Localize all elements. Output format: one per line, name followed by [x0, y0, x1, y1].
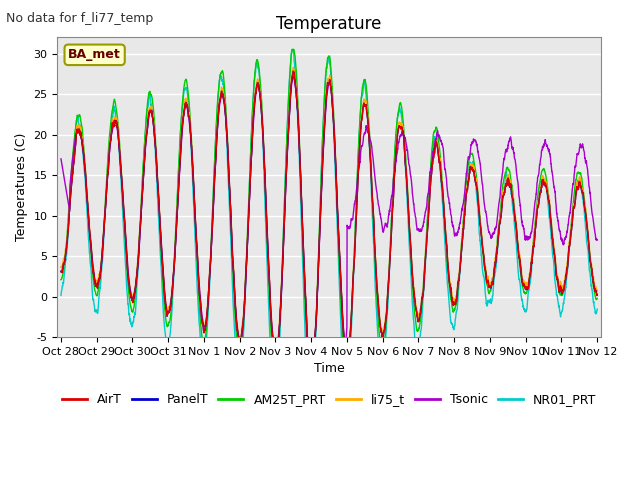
- Line: PanelT: PanelT: [61, 72, 597, 341]
- li75_t: [150, 121, 158, 127]
- Tsonic: [118, 182, 126, 188]
- AirT: [118, 183, 126, 189]
- AirT: [525, 276, 533, 282]
- Tsonic: [150, 127, 158, 132]
- AirT: [583, 224, 591, 230]
- Tsonic: [269, 338, 277, 344]
- Tsonic: [57, 156, 65, 162]
- AirT: [263, 224, 271, 229]
- PanelT: [286, 99, 294, 105]
- PanelT: [118, 182, 126, 188]
- NR01_PRT: [593, 306, 601, 312]
- AM25T_PRT: [150, 112, 158, 118]
- PanelT: [593, 292, 601, 298]
- li75_t: [269, 338, 277, 344]
- AM25T_PRT: [286, 69, 294, 74]
- Line: AM25T_PRT: AM25T_PRT: [61, 49, 597, 341]
- Line: NR01_PRT: NR01_PRT: [61, 49, 597, 341]
- AirT: [236, 338, 243, 344]
- AM25T_PRT: [118, 184, 126, 190]
- li75_t: [593, 288, 601, 294]
- li75_t: [289, 64, 297, 70]
- li75_t: [263, 216, 271, 221]
- li75_t: [118, 179, 126, 185]
- PanelT: [289, 69, 297, 74]
- PanelT: [525, 276, 533, 282]
- AM25T_PRT: [583, 223, 591, 228]
- AM25T_PRT: [289, 47, 296, 52]
- AM25T_PRT: [263, 228, 271, 234]
- NR01_PRT: [163, 338, 170, 344]
- li75_t: [583, 219, 591, 225]
- NR01_PRT: [150, 130, 158, 135]
- NR01_PRT: [288, 47, 296, 52]
- NR01_PRT: [583, 241, 591, 247]
- NR01_PRT: [286, 67, 294, 73]
- AirT: [57, 269, 65, 275]
- Line: li75_t: li75_t: [61, 67, 597, 341]
- Text: BA_met: BA_met: [68, 48, 121, 61]
- Legend: AirT, PanelT, AM25T_PRT, li75_t, Tsonic, NR01_PRT: AirT, PanelT, AM25T_PRT, li75_t, Tsonic,…: [57, 388, 602, 411]
- PanelT: [57, 269, 65, 275]
- PanelT: [583, 224, 591, 230]
- Line: Tsonic: Tsonic: [61, 77, 597, 341]
- PanelT: [150, 125, 158, 131]
- Tsonic: [263, 214, 271, 220]
- PanelT: [236, 338, 243, 344]
- X-axis label: Time: Time: [314, 362, 344, 375]
- Tsonic: [593, 237, 601, 243]
- AM25T_PRT: [593, 295, 601, 301]
- Y-axis label: Temperatures (C): Temperatures (C): [15, 133, 28, 241]
- li75_t: [286, 96, 294, 101]
- AirT: [286, 99, 294, 105]
- Tsonic: [583, 163, 591, 169]
- AirT: [150, 126, 158, 132]
- AM25T_PRT: [199, 338, 207, 344]
- Text: No data for f_li77_temp: No data for f_li77_temp: [6, 12, 154, 25]
- AirT: [289, 69, 297, 74]
- NR01_PRT: [57, 292, 65, 298]
- AirT: [593, 292, 601, 298]
- Tsonic: [286, 102, 294, 108]
- AM25T_PRT: [57, 277, 65, 283]
- AM25T_PRT: [525, 276, 533, 282]
- Tsonic: [525, 234, 533, 240]
- PanelT: [263, 223, 271, 229]
- li75_t: [57, 264, 65, 270]
- NR01_PRT: [525, 284, 533, 289]
- Title: Temperature: Temperature: [276, 15, 382, 33]
- NR01_PRT: [118, 197, 126, 203]
- Line: AirT: AirT: [61, 72, 597, 341]
- NR01_PRT: [263, 253, 271, 259]
- li75_t: [525, 272, 533, 278]
- Tsonic: [289, 74, 297, 80]
